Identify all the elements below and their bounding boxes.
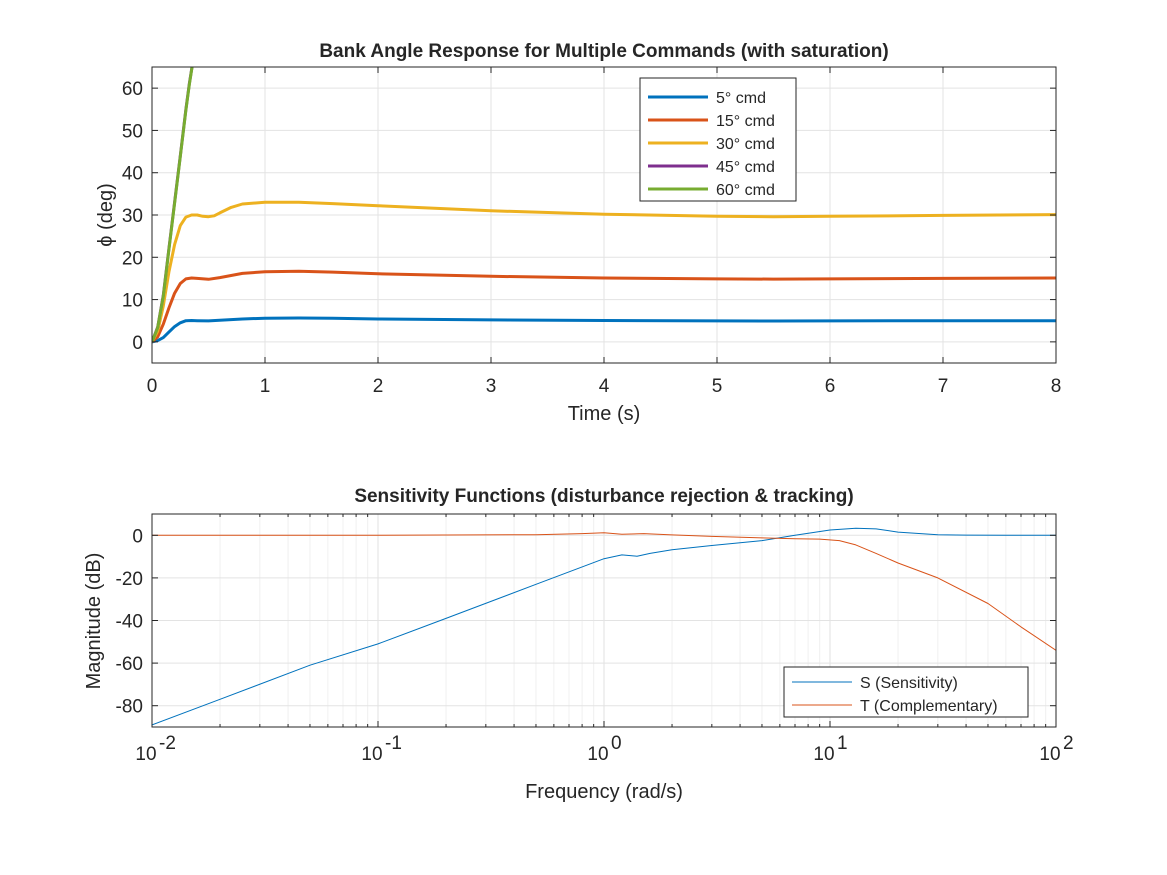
- y-tick-label: 0: [132, 526, 143, 547]
- x-axis-label: Time (s): [568, 403, 641, 425]
- x-tick-label: 0: [147, 376, 158, 397]
- legend-item: 30° cmd: [648, 136, 775, 153]
- legend-label: 15° cmd: [716, 113, 775, 130]
- y-tick-label: 30: [122, 206, 143, 227]
- series-lines: [152, 67, 1056, 344]
- x-tick-label: 10: [587, 744, 608, 765]
- x-tick-label: 2: [373, 376, 384, 397]
- x-tick-label: 10: [1039, 744, 1060, 765]
- x-tick-label: 5: [712, 376, 723, 397]
- y-tick-label: 0: [132, 333, 143, 354]
- legend-item: S (Sensitivity): [792, 675, 958, 692]
- x-tick-label: 10: [135, 744, 156, 765]
- chart-title: Bank Angle Response for Multiple Command…: [319, 41, 888, 62]
- series-line: [152, 532, 1056, 651]
- legend-item: T (Complementary): [792, 698, 998, 715]
- legend: S (Sensitivity) T (Complementary): [783, 666, 1029, 718]
- y-tick-label: 40: [122, 164, 143, 185]
- series-line: [152, 269, 1056, 344]
- x-tick-exponent: -1: [385, 733, 402, 754]
- series-line: [152, 316, 1056, 344]
- x-axis-label: Frequency (rad/s): [525, 781, 683, 803]
- legend-item: 15° cmd: [648, 113, 775, 130]
- x-tick-label: 10: [813, 744, 834, 765]
- axis-ticks: 0 1 2 3 4 5 6 7 8 0 10 20 30 40 50 60: [122, 67, 1061, 397]
- x-tick-exponent: -2: [159, 733, 176, 754]
- y-axis-label: Magnitude (dB): [83, 553, 105, 690]
- series-line: [152, 200, 1056, 343]
- sensitivity-chart: Sensitivity Functions (disturbance rejec…: [83, 486, 1074, 803]
- legend-label: 30° cmd: [716, 136, 775, 153]
- y-tick-label: -80: [116, 697, 143, 718]
- legend-label: 45° cmd: [716, 159, 775, 176]
- x-tick-exponent: 0: [611, 733, 622, 754]
- x-tick-label: 10: [361, 744, 382, 765]
- y-tick-label: 50: [122, 121, 143, 142]
- series-line: [152, 527, 1056, 726]
- y-tick-label: 20: [122, 248, 143, 269]
- legend: 5° cmd 15° cmd 30° cmd 45° cmd 60° cmd: [639, 77, 797, 202]
- y-tick-label: -60: [116, 654, 143, 675]
- legend-label: T (Complementary): [860, 698, 998, 715]
- x-tick-label: 7: [938, 376, 949, 397]
- x-tick-exponent: 1: [837, 733, 848, 754]
- legend-label: S (Sensitivity): [860, 675, 958, 692]
- series-lines: [152, 527, 1056, 726]
- series-line: [152, 67, 194, 343]
- y-tick-label: -40: [116, 612, 143, 633]
- legend-label: 60° cmd: [716, 182, 775, 199]
- x-tick-label: 3: [486, 376, 497, 397]
- x-tick-exponent: 2: [1063, 733, 1074, 754]
- y-axis-label: ϕ (deg): [95, 183, 117, 246]
- x-tick-label: 4: [599, 376, 610, 397]
- legend-item: 5° cmd: [648, 90, 766, 107]
- legend-item: 60° cmd: [648, 182, 775, 199]
- y-tick-label: 10: [122, 291, 143, 312]
- x-tick-label: 1: [260, 376, 271, 397]
- legend-item: 45° cmd: [648, 159, 775, 176]
- legend-label: 5° cmd: [716, 90, 766, 107]
- y-tick-label: 60: [122, 79, 143, 100]
- bank-angle-chart: Bank Angle Response for Multiple Command…: [95, 41, 1061, 425]
- x-tick-label: 6: [825, 376, 836, 397]
- x-tick-label: 8: [1051, 376, 1062, 397]
- chart-title: Sensitivity Functions (disturbance rejec…: [354, 486, 853, 507]
- legend-box: [783, 666, 1029, 718]
- y-tick-label: -20: [116, 569, 143, 590]
